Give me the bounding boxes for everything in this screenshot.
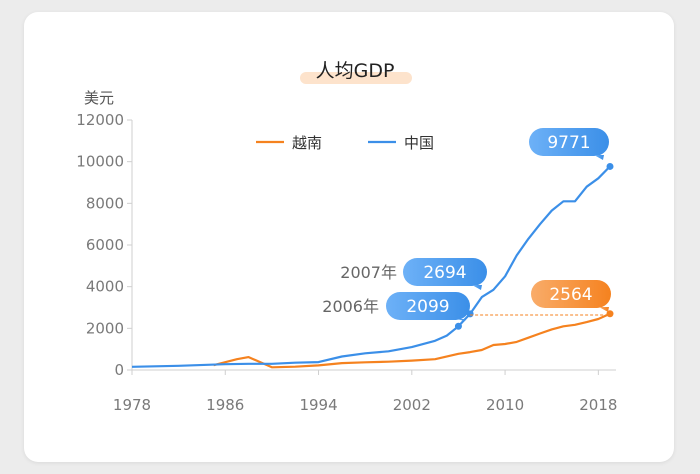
x-tick-label: 1986 [206,396,244,414]
title-highlight [300,72,412,84]
annotation-year-2007: 2007年 [340,263,397,282]
y-tick-label: 10000 [76,153,124,171]
callout-value: 2564 [549,285,592,305]
callout-value: 2099 [406,297,449,317]
y-axis-unit-label: 美元 [84,89,115,107]
callout-pointer [472,285,482,290]
legend-label: 中国 [404,134,434,152]
series-line-越南 [213,312,611,369]
y-tick-label: 2000 [86,319,124,337]
data-point-marker [606,162,614,170]
y-tick-label: 4000 [86,278,124,296]
x-tick-label: 1994 [299,396,337,414]
callout-pointer [599,307,609,312]
callout-bubble [529,128,609,156]
x-tick-label: 2010 [486,396,524,414]
callout-value: 9771 [547,133,590,153]
data-point-marker [606,310,614,318]
x-tick-label: 2018 [579,396,617,414]
y-tick-label: 6000 [86,236,124,254]
callout-value: 2694 [423,263,466,283]
data-point-marker [454,322,462,330]
x-tick-label: 2002 [393,396,431,414]
legend-label: 越南 [292,134,322,152]
chart-title: 人均GDP [315,60,395,82]
y-tick-label: 8000 [86,194,124,212]
annotation-year-2006: 2006年 [322,297,379,316]
x-tick-label: 1978 [113,396,151,414]
callout-pointer [456,319,466,321]
callout-pointer [594,155,604,160]
callout-bubble [531,280,611,308]
callout-bubble [403,258,487,286]
y-tick-label: 0 [114,361,124,379]
y-tick-label: 12000 [76,111,124,129]
callout-bubble [386,292,470,320]
